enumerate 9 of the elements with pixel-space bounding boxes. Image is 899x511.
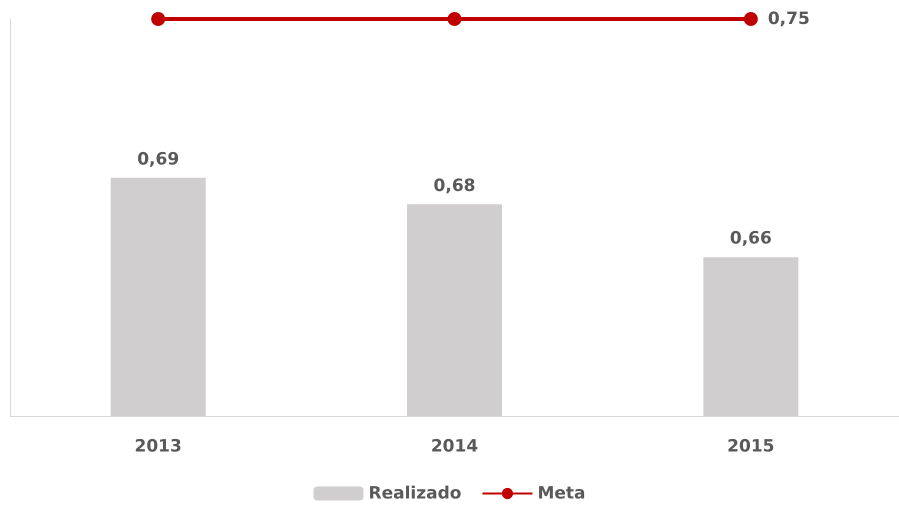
- x-tick-label: 2015: [727, 436, 774, 456]
- x-tick-label: 2014: [430, 436, 478, 456]
- data-label: 0,75: [768, 9, 810, 29]
- data-label: 0,68: [434, 176, 476, 196]
- legend-label: Realizado: [368, 484, 462, 504]
- data-label: 0,66: [730, 228, 772, 249]
- legend-label: Meta: [537, 484, 586, 504]
- x-tick-label: 2013: [134, 436, 182, 456]
- data-label: 0,69: [137, 149, 180, 170]
